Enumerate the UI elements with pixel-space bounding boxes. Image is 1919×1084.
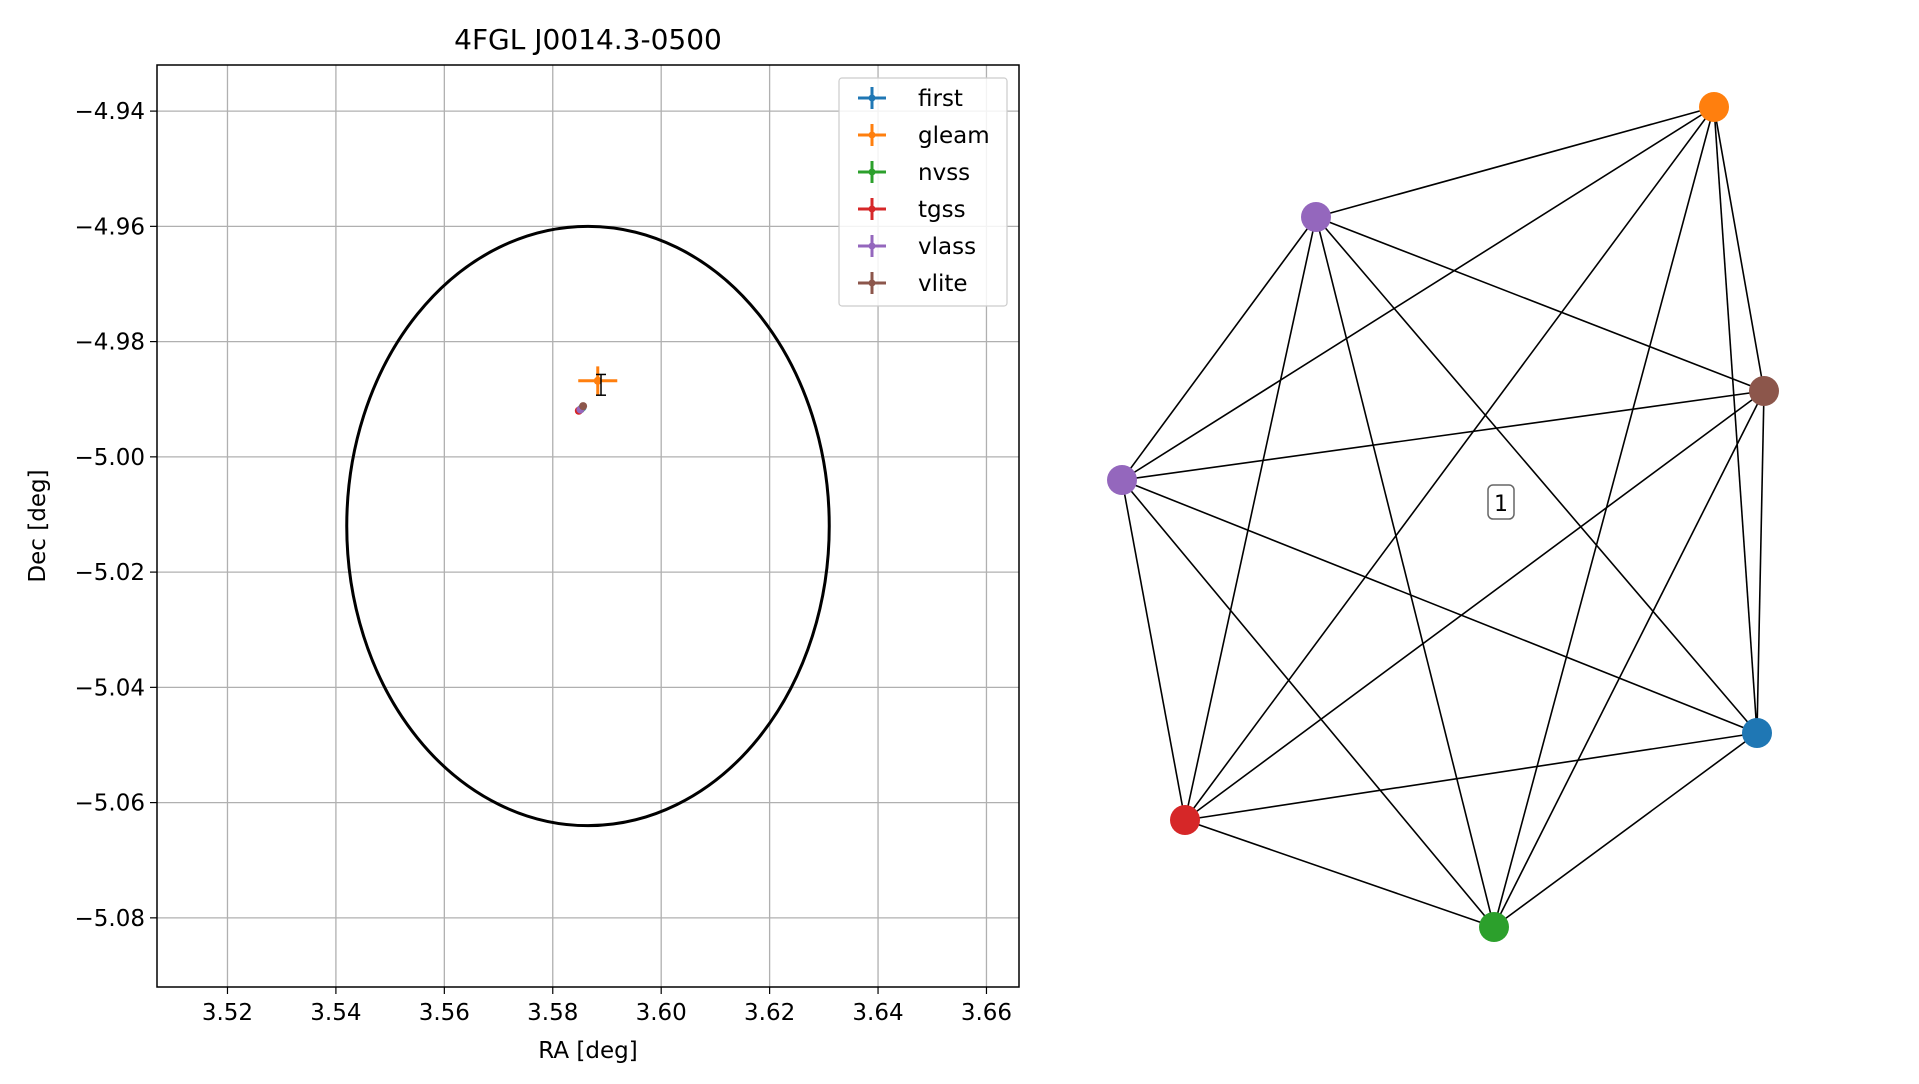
node-tgss bbox=[1170, 805, 1200, 835]
edge-tgss-vlass_2 bbox=[1121, 479, 1186, 821]
edge-nvss-vlass bbox=[1315, 216, 1495, 928]
edge-gleam-nvss bbox=[1493, 106, 1715, 928]
data-point-vlite bbox=[579, 402, 588, 411]
y-tick-label: −5.06 bbox=[75, 791, 145, 817]
node-first bbox=[1742, 718, 1772, 748]
edge-gleam-vlass_2 bbox=[1121, 106, 1715, 481]
legend: first gleam nvss tgss vlass vlite bbox=[838, 77, 1008, 307]
x-tick-label: 3.56 bbox=[419, 1000, 470, 1026]
edge-first-vlite bbox=[1756, 390, 1765, 734]
data-points-layer bbox=[574, 366, 618, 415]
network-graph: 1 bbox=[1107, 92, 1779, 942]
x-tick-label: 3.60 bbox=[636, 1000, 687, 1026]
x-tick-label: 3.62 bbox=[744, 1000, 795, 1026]
error-ellipse-layer bbox=[345, 224, 831, 828]
y-tick-label: −4.98 bbox=[75, 330, 145, 356]
edge-gleam-vlite bbox=[1713, 106, 1765, 392]
y-axis-ticks: −4.94 −4.96 −4.98 −5.00 −5.02 −5.04 −5.06 −5.08 bbox=[75, 99, 157, 932]
error-bar-black bbox=[596, 373, 607, 396]
chart-title: 4FGL J0014.3-0500 bbox=[454, 23, 722, 56]
legend-label: gleam bbox=[918, 123, 990, 149]
component-label: 1 bbox=[1494, 492, 1508, 517]
edge-first-vlass_2 bbox=[1121, 479, 1758, 734]
node-nvss bbox=[1479, 912, 1509, 942]
edge-first-tgss bbox=[1184, 732, 1758, 821]
legend-item-vlite: vlite bbox=[858, 271, 968, 297]
edge-gleam-vlass bbox=[1315, 106, 1715, 218]
graph-nodes bbox=[1107, 92, 1779, 942]
y-tick-label: −5.04 bbox=[75, 675, 145, 701]
edge-first-nvss bbox=[1493, 732, 1758, 928]
y-tick-label: −4.94 bbox=[75, 99, 145, 125]
legend-item-nvss: nvss bbox=[858, 160, 970, 186]
edge-first-gleam bbox=[1713, 106, 1758, 734]
legend-item-first: first bbox=[858, 86, 963, 112]
legend-label: tgss bbox=[918, 197, 966, 223]
position-plot: 3.52 3.54 3.56 3.58 3.60 3.62 3.64 3.66 −4.94−4… bbox=[25, 23, 1020, 1064]
data-point-gleam bbox=[578, 366, 618, 396]
marker bbox=[593, 376, 602, 385]
error-ellipse bbox=[345, 224, 831, 828]
node-gleam bbox=[1699, 92, 1729, 122]
edge-vlass-vlite bbox=[1315, 216, 1765, 392]
x-tick-label: 3.54 bbox=[310, 1000, 361, 1026]
node-vlass bbox=[1301, 202, 1331, 232]
legend-label: nvss bbox=[918, 160, 970, 186]
edge-nvss-tgss bbox=[1184, 819, 1495, 928]
edge-nvss-vlite bbox=[1493, 390, 1765, 928]
legend-entries: first gleam nvss tgss vlass vlite bbox=[858, 86, 990, 297]
x-tick-label: 3.64 bbox=[852, 1000, 903, 1026]
edge-first-vlass bbox=[1315, 216, 1758, 734]
edge-vlass-vlass_2 bbox=[1121, 216, 1317, 481]
legend-item-gleam: gleam bbox=[858, 123, 990, 149]
legend-item-tgss: tgss bbox=[858, 197, 966, 223]
x-axis-label: RA [deg] bbox=[538, 1038, 637, 1064]
x-tick-label: 3.58 bbox=[527, 1000, 578, 1026]
y-tick-label: −4.96 bbox=[75, 214, 145, 240]
graph-edges bbox=[1121, 106, 1765, 928]
y-tick-label: −5.00 bbox=[75, 445, 145, 471]
legend-label: vlite bbox=[918, 271, 968, 297]
x-tick-label: 3.52 bbox=[202, 1000, 253, 1026]
y-tick-label: −5.08 bbox=[75, 906, 145, 932]
marker bbox=[579, 402, 588, 411]
plot-border bbox=[156, 64, 1020, 988]
y-axis-label: Dec [deg] bbox=[25, 469, 51, 582]
edge-vlite-vlass_2 bbox=[1121, 390, 1765, 481]
node-vlite bbox=[1749, 376, 1779, 406]
x-tick-label: 3.66 bbox=[961, 1000, 1012, 1026]
legend-label: first bbox=[918, 86, 963, 112]
legend-label: vlass bbox=[918, 234, 976, 260]
x-axis-ticks: 3.52 3.54 3.56 3.58 3.60 3.62 3.64 3.66 bbox=[202, 987, 1012, 1026]
node-vlass_2 bbox=[1107, 465, 1137, 495]
y-tick-label: −5.02 bbox=[75, 560, 145, 586]
legend-item-vlass: vlass bbox=[858, 234, 976, 260]
component-label-box: 1 bbox=[1487, 484, 1515, 520]
edge-gleam-tgss bbox=[1184, 106, 1715, 821]
edge-nvss-vlass_2 bbox=[1121, 479, 1495, 928]
edge-tgss-vlite bbox=[1184, 390, 1765, 821]
edge-tgss-vlass bbox=[1184, 216, 1317, 821]
